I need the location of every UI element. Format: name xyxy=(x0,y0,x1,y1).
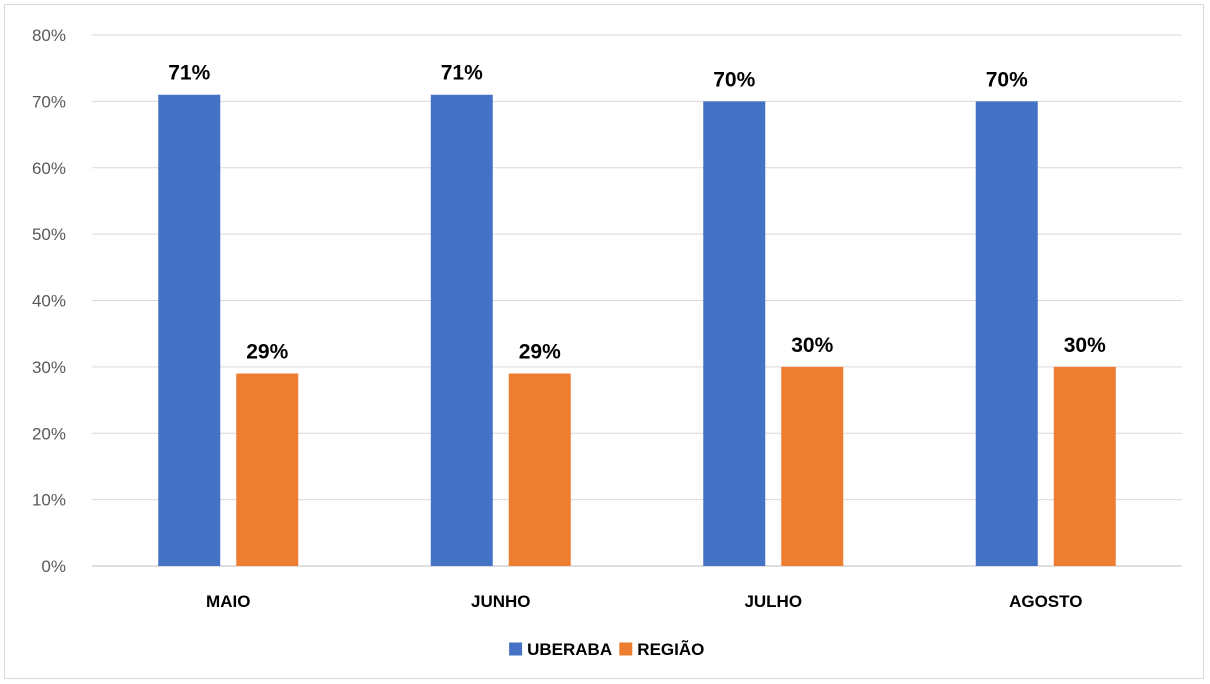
x-tick-label: JULHO xyxy=(744,592,802,611)
legend-label: UBERABA xyxy=(527,640,612,659)
y-tick-label: 0% xyxy=(41,557,66,576)
data-label: 70% xyxy=(713,68,755,91)
y-tick-label: 60% xyxy=(32,159,66,178)
y-tick-label: 10% xyxy=(32,491,66,510)
y-tick-label: 40% xyxy=(32,292,66,311)
x-tick-label: MAIO xyxy=(206,592,250,611)
data-label: 30% xyxy=(791,334,833,357)
y-tick-label: 20% xyxy=(32,424,66,443)
bar-região xyxy=(1053,366,1116,566)
bar-região xyxy=(236,373,299,566)
legend-label: REGIÃO xyxy=(637,639,704,659)
x-tick-label: AGOSTO xyxy=(1009,592,1082,611)
data-label: 71% xyxy=(441,62,483,85)
y-tick-label: 50% xyxy=(32,225,66,244)
y-tick-label: 80% xyxy=(32,26,66,45)
bar-uberaba xyxy=(430,94,493,567)
data-label: 29% xyxy=(519,341,561,364)
x-tick-label: JUNHO xyxy=(471,592,531,611)
data-label: 71% xyxy=(168,62,210,85)
bar-uberaba xyxy=(158,94,221,567)
y-tick-label: 70% xyxy=(32,92,66,111)
y-tick-label: 30% xyxy=(32,358,66,377)
data-label: 29% xyxy=(246,341,288,364)
legend-swatch-região xyxy=(619,642,633,656)
data-label: 30% xyxy=(1064,334,1106,357)
bar-uberaba xyxy=(703,101,766,566)
legend-swatch-uberaba xyxy=(509,642,523,656)
data-label: 70% xyxy=(986,68,1028,91)
bar-uberaba xyxy=(975,101,1038,566)
bar-região xyxy=(781,366,844,566)
bar-região xyxy=(508,373,571,566)
